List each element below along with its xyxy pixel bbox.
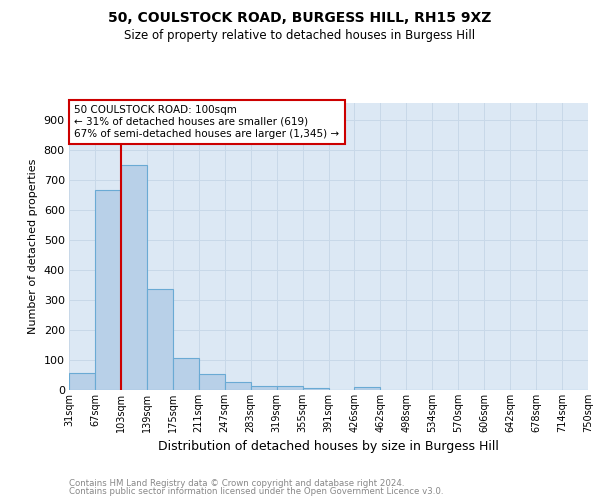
Bar	[251, 386, 277, 390]
Bar	[302, 388, 329, 390]
Y-axis label: Number of detached properties: Number of detached properties	[28, 158, 38, 334]
Bar	[277, 386, 302, 390]
X-axis label: Distribution of detached houses by size in Burgess Hill: Distribution of detached houses by size …	[158, 440, 499, 454]
Bar	[95, 190, 121, 390]
Text: 50 COULSTOCK ROAD: 100sqm
← 31% of detached houses are smaller (619)
67% of semi: 50 COULSTOCK ROAD: 100sqm ← 31% of detac…	[74, 106, 340, 138]
Bar	[225, 382, 251, 390]
Bar	[199, 374, 224, 390]
Bar	[355, 387, 380, 390]
Text: Size of property relative to detached houses in Burgess Hill: Size of property relative to detached ho…	[124, 29, 476, 42]
Bar	[69, 372, 95, 390]
Text: 50, COULSTOCK ROAD, BURGESS HILL, RH15 9XZ: 50, COULSTOCK ROAD, BURGESS HILL, RH15 9…	[109, 11, 491, 25]
Bar	[147, 289, 173, 390]
Text: Contains HM Land Registry data © Crown copyright and database right 2024.: Contains HM Land Registry data © Crown c…	[69, 478, 404, 488]
Text: Contains public sector information licensed under the Open Government Licence v3: Contains public sector information licen…	[69, 487, 443, 496]
Bar	[173, 358, 199, 390]
Bar	[121, 166, 147, 390]
